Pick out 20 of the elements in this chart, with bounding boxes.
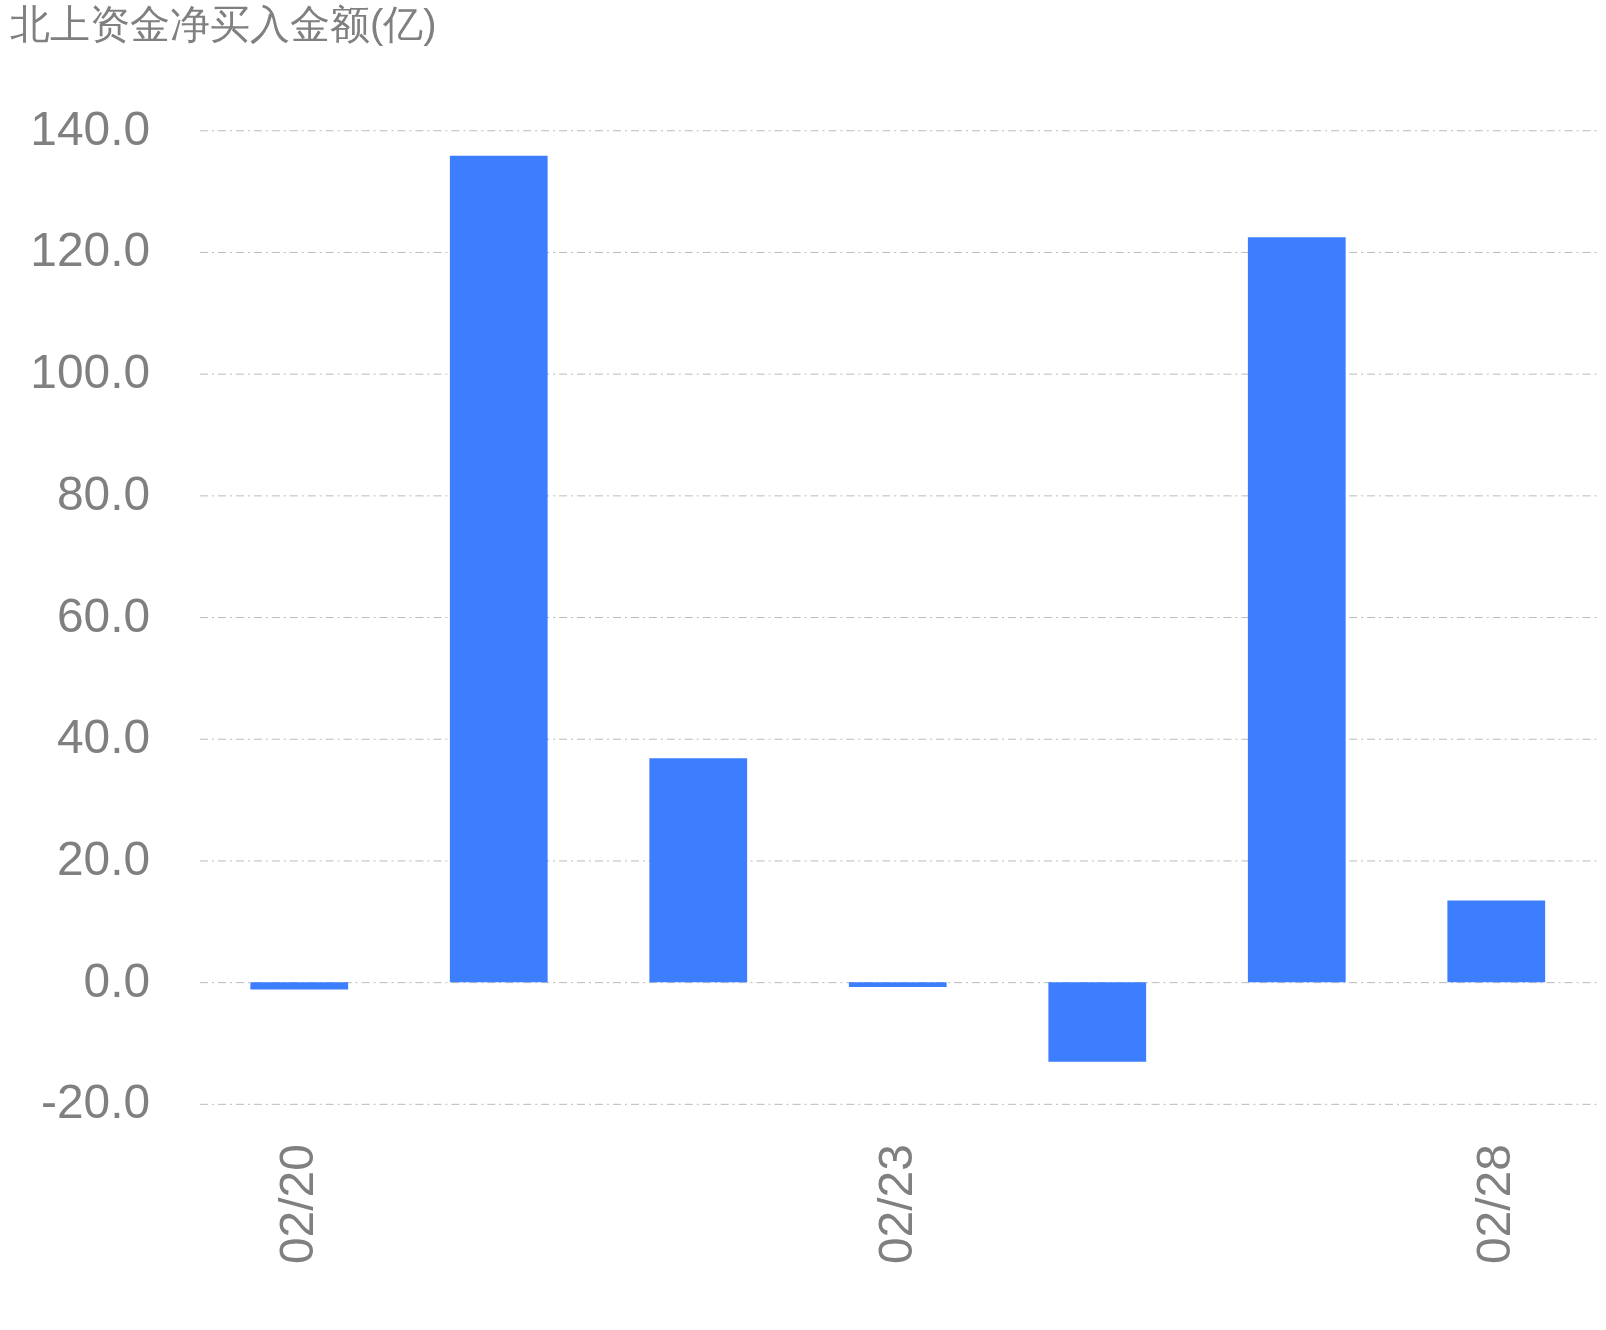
y-tick-label: 20.0	[56, 831, 151, 885]
x-tick-label: 02/28	[1467, 1144, 1521, 1265]
y-tick-label: 140.0	[30, 101, 151, 155]
y-tick-label: 0.0	[83, 953, 151, 1007]
bar	[1447, 900, 1546, 983]
y-tick-label: 60.0	[56, 588, 151, 642]
x-tick-label: 02/20	[270, 1144, 324, 1265]
y-tick-label: 40.0	[56, 710, 151, 764]
bar	[848, 982, 947, 987]
x-tick-label: 02/23	[868, 1144, 922, 1265]
bar	[449, 155, 548, 983]
y-tick-label: 120.0	[30, 223, 151, 277]
bar	[649, 758, 748, 983]
y-tick-label: 80.0	[56, 466, 151, 520]
chart-title: 北上资金净买入金额(亿)	[9, 2, 437, 47]
y-tick-label: 100.0	[30, 345, 151, 399]
bar	[250, 982, 349, 990]
bar	[1247, 237, 1346, 983]
y-tick-label: -20.0	[41, 1075, 151, 1129]
bar	[1048, 982, 1147, 1062]
